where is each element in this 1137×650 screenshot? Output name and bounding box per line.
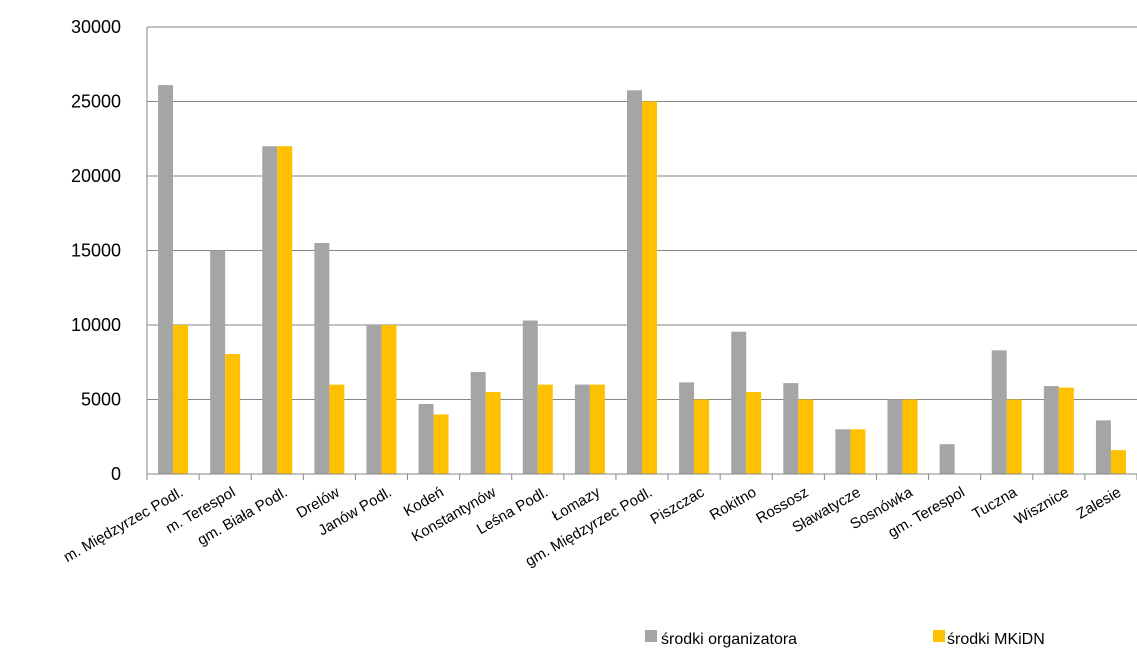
y-tick-label: 15000 [71,241,121,261]
bar-mkidn [173,325,189,474]
bars [158,85,1126,475]
legend-label-mkidn: środki MKiDN [947,631,1045,648]
bar-mkidn [589,384,605,474]
bar-mkidn [850,429,866,474]
bar-organizer [887,399,903,474]
bar-mkidn [537,384,553,474]
y-tick-label: 10000 [71,315,121,335]
bar-mkidn [381,325,397,474]
bar-organizer [210,250,226,474]
bar-organizer [1095,420,1111,474]
bar-organizer [574,384,590,474]
y-tick-label: 20000 [71,166,121,186]
bar-mkidn [694,399,710,474]
bar-organizer [939,444,955,474]
bar-organizer [262,146,278,474]
legend-label-organizer: środki organizatora [661,631,797,648]
bar-organizer [1043,386,1059,474]
bar-organizer [366,325,382,474]
bar-mkidn [433,414,449,474]
x-category-label: Piszczac [648,484,708,529]
legend: środki organizatora środki MKiDN [645,630,1045,648]
x-category-label: Zalesie [1074,484,1124,523]
bar-organizer [522,320,538,474]
bar-organizer [991,350,1007,474]
legend-swatch-mkidn [933,630,945,642]
bar-organizer [314,243,330,474]
bar-organizer [158,85,174,475]
bar-mkidn [277,146,293,474]
bar-organizer [679,382,695,474]
bar-mkidn [642,101,657,474]
bar-organizer [418,403,434,474]
bar-mkidn [329,384,345,474]
bar-organizer [627,90,642,474]
bar-organizer [470,371,486,474]
y-tick-label: 25000 [71,92,121,112]
x-category-label: gm. Biała Podl. [195,484,291,549]
bar-mkidn [1006,399,1022,474]
axes [146,27,1137,480]
x-category-label: Rokitno [707,484,760,524]
bar-mkidn [798,399,814,474]
bar-organizer [835,429,851,474]
x-category-label: Wisznice [1012,484,1072,529]
bar-mkidn [1058,387,1074,474]
y-tick-labels: 0 5000 10000 15000 20000 25000 30000 [71,17,121,484]
bar-mkidn [1110,450,1126,474]
bar-mkidn [225,354,241,474]
legend-swatch-organizer [645,630,657,642]
bar-organizer [783,383,799,474]
bar-mkidn [746,392,762,474]
bar-mkidn [902,399,918,474]
y-tick-label: 30000 [71,17,121,37]
y-tick-label: 0 [111,464,121,484]
y-tick-label: 5000 [81,390,121,410]
bar-organizer [731,331,747,474]
bar-mkidn [485,392,501,474]
